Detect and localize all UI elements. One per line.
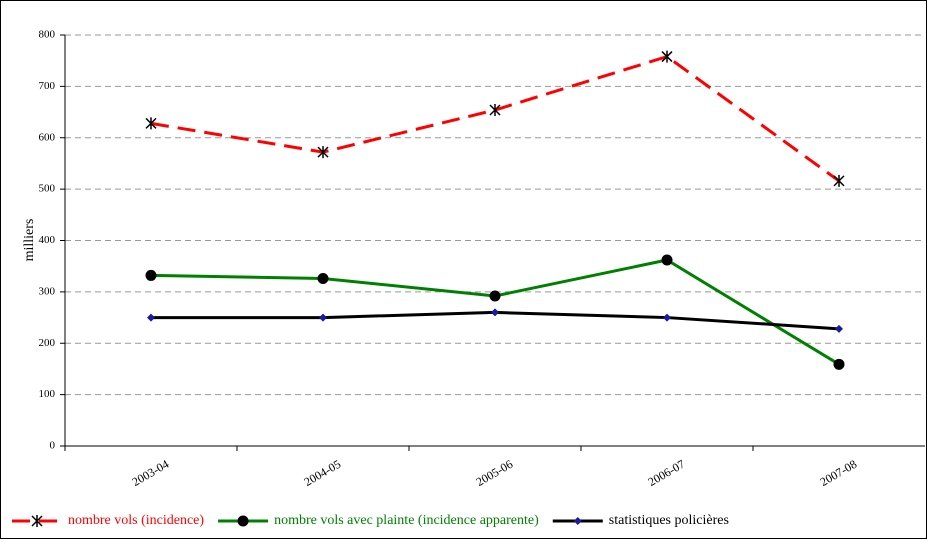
point bbox=[31, 515, 43, 527]
point bbox=[147, 313, 155, 322]
legend-label: nombre vols (incidence) bbox=[68, 513, 204, 528]
y-tick-label: 200 bbox=[39, 337, 56, 349]
point bbox=[489, 290, 501, 302]
y-tick-label: 100 bbox=[39, 388, 56, 400]
y-tick-label: 600 bbox=[39, 131, 56, 143]
point bbox=[237, 515, 249, 527]
point bbox=[835, 324, 843, 333]
point bbox=[573, 517, 582, 525]
point bbox=[319, 313, 327, 322]
legend-label: statistiques policières bbox=[609, 513, 729, 528]
point bbox=[661, 50, 673, 63]
point bbox=[833, 174, 845, 187]
y-tick-label: 400 bbox=[39, 234, 56, 246]
y-tick-label: 700 bbox=[39, 80, 56, 92]
y-tick-label: 800 bbox=[39, 29, 56, 41]
point bbox=[317, 273, 329, 285]
point bbox=[663, 313, 671, 322]
point bbox=[317, 146, 329, 159]
point bbox=[145, 269, 157, 281]
point bbox=[661, 254, 673, 266]
point bbox=[833, 358, 845, 370]
legend-label: nombre vols avec plainte (incidence appa… bbox=[274, 513, 539, 528]
y-axis-label: milliers bbox=[22, 219, 37, 262]
point bbox=[145, 117, 157, 130]
legend: nombre vols (incidence) nombre vols avec … bbox=[12, 513, 729, 528]
y-tick-label: 300 bbox=[39, 285, 56, 297]
y-tick-label: 0 bbox=[50, 440, 56, 452]
point bbox=[489, 104, 501, 117]
point bbox=[491, 308, 499, 317]
y-tick-label: 500 bbox=[39, 183, 56, 195]
